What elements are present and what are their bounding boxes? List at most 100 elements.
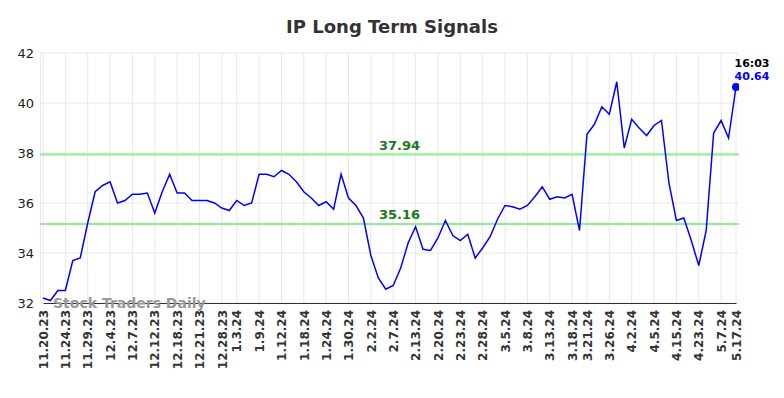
tick-label: 3.21.24 [581, 310, 595, 361]
tick-label: 12.12.23 [148, 310, 162, 369]
chart: IP Long Term Signals 32 34 36 38 40 42 11.20.23… [0, 0, 784, 398]
tick: 1.12.24 [275, 303, 289, 361]
reference-line [40, 223, 739, 225]
grid-line [572, 53, 573, 303]
tick-label: 1.9.24 [253, 310, 267, 353]
grid-line [40, 103, 739, 104]
grid-line [326, 53, 327, 303]
last-value-label: 40.64 [735, 70, 770, 83]
grid-line [40, 203, 739, 204]
tick-label: 36 [17, 196, 34, 211]
grid-line [631, 53, 632, 303]
tick: 2.2.24 [365, 303, 379, 353]
plot-area [40, 82, 739, 301]
tick-label: 5.7.24 [715, 310, 729, 353]
tick: 1.3.24 [230, 303, 244, 353]
grid-line [40, 153, 739, 154]
tick: 3.21.24 [581, 303, 595, 361]
tick: 12.12.23 [148, 303, 162, 369]
grid-line [415, 53, 416, 303]
tick-label: 11.20.23 [37, 310, 51, 369]
tick: 3.5.24 [499, 303, 513, 353]
tick-label: 4.23.24 [692, 310, 706, 361]
tick-label: 11.29.23 [81, 310, 95, 369]
tick-label: 2.20.24 [432, 310, 446, 361]
grid-line [199, 53, 200, 303]
grid-line [110, 53, 111, 303]
grid-line [527, 53, 528, 303]
grid [40, 53, 739, 303]
tick-label: 12.28.23 [216, 310, 230, 369]
tick: 4.15.24 [670, 303, 684, 361]
grid-line [221, 53, 222, 303]
tick: 3.8.24 [521, 303, 535, 353]
tick: 3.13.24 [543, 303, 557, 361]
grid-line [437, 53, 438, 303]
grid-line [370, 53, 371, 303]
tick-label: 12.21.23 [193, 310, 207, 369]
tick-label: 1.18.24 [298, 310, 312, 361]
tick: 2.13.24 [409, 303, 423, 361]
tick: 11.24.23 [59, 303, 73, 369]
tick: 12.4.23 [104, 303, 118, 361]
tick-label: 12.18.23 [171, 310, 185, 369]
grid-line [43, 53, 44, 303]
tick-label: 1.24.24 [320, 310, 334, 361]
tick: 40 [17, 96, 40, 111]
grid-line [549, 53, 550, 303]
tick-label: 3.13.24 [543, 310, 557, 361]
tick-label: 2.13.24 [409, 310, 423, 361]
tick-label: 1.3.24 [230, 310, 244, 353]
tick-label: 38 [17, 146, 34, 161]
tick: 4.5.24 [648, 303, 662, 353]
tick: 2.20.24 [432, 303, 446, 361]
grid-line [281, 53, 282, 303]
tick: 38 [17, 146, 40, 161]
tick-label: 2.2.24 [365, 310, 379, 353]
tick: 1.24.24 [320, 303, 334, 361]
axis-line [40, 54, 41, 304]
tick: 34 [17, 246, 40, 261]
watermark: Stock Traders Daily [53, 295, 206, 311]
tick: 1.30.24 [342, 303, 356, 361]
tick: 5.17.24 [730, 303, 744, 361]
tick-label: 3.18.24 [566, 310, 580, 361]
grid-line [132, 53, 133, 303]
grid-line [654, 53, 655, 303]
tick: 2.28.24 [476, 303, 490, 361]
grid-line [236, 53, 237, 303]
grid-line [303, 53, 304, 303]
tick-label: 32 [17, 296, 34, 311]
grid-line [65, 53, 66, 303]
tick: 4.2.24 [625, 303, 639, 353]
grid-line [482, 53, 483, 303]
tick-label: 40 [17, 96, 34, 111]
tick-label: 4.15.24 [670, 310, 684, 361]
tick-label: 3.8.24 [521, 310, 535, 353]
tick: 12.7.23 [126, 303, 140, 361]
grid-line [393, 53, 394, 303]
tick: 2.7.24 [387, 303, 401, 353]
grid-line [40, 253, 739, 254]
reference-line [40, 154, 739, 156]
tick: 1.18.24 [298, 303, 312, 361]
tick: 5.7.24 [715, 303, 729, 353]
tick: 12.18.23 [171, 303, 185, 369]
reference-label: 37.94 [379, 138, 420, 153]
price-line [43, 82, 736, 301]
title: IP Long Term Signals [286, 16, 498, 37]
grid-line [348, 53, 349, 303]
tick: 4.23.24 [692, 303, 706, 361]
tick: 42 [17, 46, 40, 61]
grid-line [87, 53, 88, 303]
tick-label: 12.7.23 [126, 310, 140, 361]
tick-label: 5.17.24 [730, 310, 744, 361]
x-axis: 11.20.23 11.24.23 11.29.23 12.4.23 12.7.23 12… [37, 303, 744, 369]
time-label: 16:03 [734, 57, 769, 70]
tick-label: 2.28.24 [476, 310, 490, 361]
grid-line [505, 53, 506, 303]
tick: 12.28.23 [216, 303, 230, 369]
tick-label: 1.12.24 [275, 310, 289, 361]
tick-label: 4.2.24 [625, 310, 639, 353]
tick: 36 [17, 196, 40, 211]
